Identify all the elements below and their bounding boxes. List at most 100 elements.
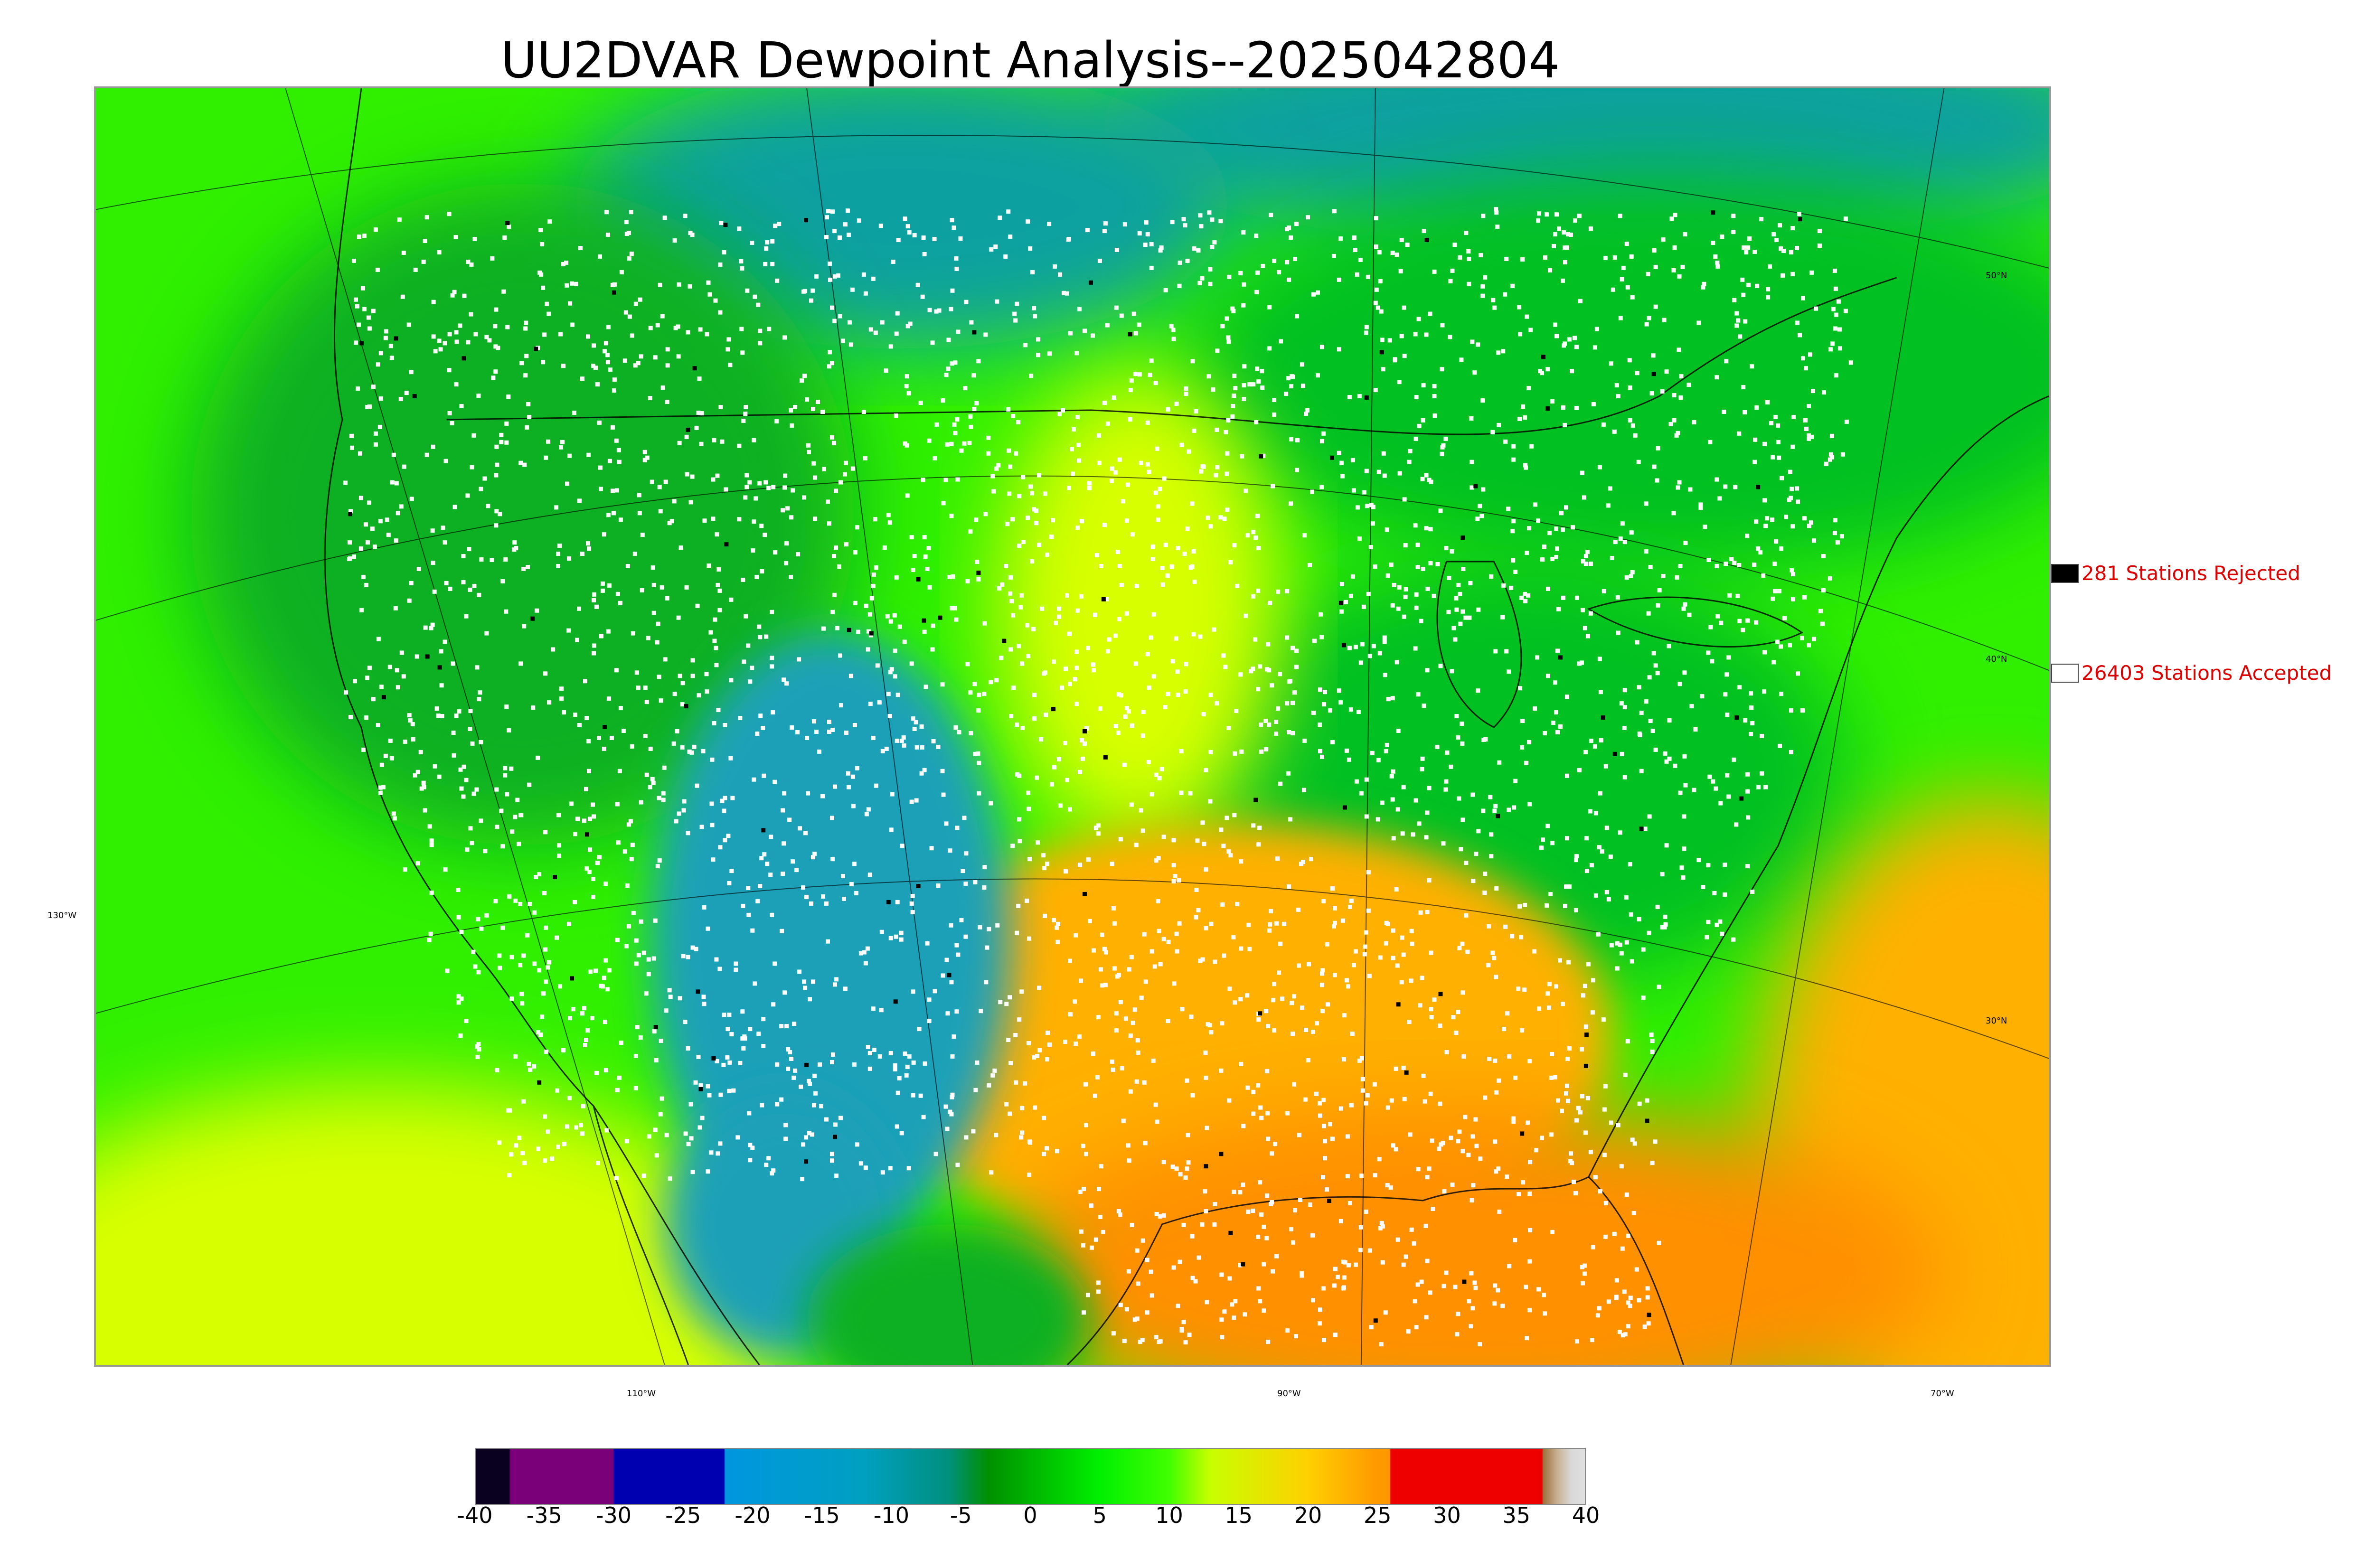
station-accepted xyxy=(832,592,837,597)
station-accepted xyxy=(461,554,466,559)
station-accepted xyxy=(718,845,723,850)
station-accepted xyxy=(1834,373,1838,378)
station-accepted xyxy=(1288,817,1293,822)
station-accepted xyxy=(1593,893,1598,898)
station-accepted xyxy=(1608,486,1612,491)
station-accepted xyxy=(558,984,563,989)
station-accepted xyxy=(1357,536,1362,541)
station-accepted xyxy=(1351,488,1356,493)
station-accepted xyxy=(499,808,504,813)
station-accepted xyxy=(1708,625,1713,629)
station-accepted xyxy=(522,1161,527,1165)
station-accepted xyxy=(611,511,616,516)
station-accepted xyxy=(1176,1304,1180,1308)
station-accepted xyxy=(837,564,841,569)
station-accepted xyxy=(500,844,505,849)
station-accepted xyxy=(949,1112,954,1117)
station-accepted xyxy=(609,735,614,740)
station-accepted xyxy=(1213,959,1217,964)
station-accepted xyxy=(1371,505,1375,509)
station-accepted xyxy=(758,341,763,346)
station-accepted xyxy=(1350,1032,1355,1036)
station-accepted xyxy=(1367,654,1372,658)
station-accepted xyxy=(1445,750,1450,755)
station-accepted xyxy=(432,589,437,594)
station-accepted xyxy=(367,500,371,505)
station-accepted xyxy=(1667,756,1672,761)
station-accepted xyxy=(424,215,429,220)
station-accepted xyxy=(1136,1050,1140,1055)
station-accepted xyxy=(1322,1156,1327,1161)
station-rejected xyxy=(1647,1313,1651,1317)
station-accepted xyxy=(744,614,748,619)
station-accepted xyxy=(1622,726,1627,730)
station-accepted xyxy=(471,949,476,954)
station-accepted xyxy=(507,225,511,229)
station-accepted xyxy=(953,725,958,730)
station-accepted xyxy=(1545,212,1549,217)
station-rejected xyxy=(584,832,589,837)
station-accepted xyxy=(418,750,423,754)
station-accepted xyxy=(1149,242,1154,247)
station-accepted xyxy=(714,646,718,650)
station-accepted xyxy=(829,1060,834,1064)
station-accepted xyxy=(1017,839,1022,844)
station-accepted xyxy=(752,519,756,524)
station-accepted xyxy=(1264,1009,1269,1014)
station-accepted xyxy=(1036,840,1040,845)
station-accepted xyxy=(1470,339,1475,344)
station-rejected xyxy=(602,725,607,729)
station-accepted xyxy=(1182,552,1187,556)
station-accepted xyxy=(1272,1028,1277,1033)
station-accepted xyxy=(947,574,952,579)
station-accepted xyxy=(1525,1336,1529,1341)
station-accepted xyxy=(360,286,365,291)
station-accepted xyxy=(680,702,685,707)
graticule-line xyxy=(1730,88,1945,1365)
station-accepted xyxy=(567,921,572,926)
station-accepted xyxy=(1342,1275,1347,1280)
station-accepted xyxy=(1720,235,1724,239)
station-accepted xyxy=(1259,1212,1264,1217)
station-accepted xyxy=(1528,1228,1533,1232)
station-accepted xyxy=(1266,1340,1271,1344)
station-accepted xyxy=(803,986,808,990)
station-accepted xyxy=(1507,1264,1512,1268)
station-accepted xyxy=(1448,279,1453,283)
station-accepted xyxy=(591,598,596,602)
station-accepted xyxy=(1101,1230,1105,1234)
station-accepted xyxy=(1358,1248,1363,1252)
station-accepted xyxy=(538,228,543,233)
station-accepted xyxy=(556,552,561,556)
station-accepted xyxy=(1269,909,1273,913)
station-accepted xyxy=(1338,1219,1343,1223)
station-accepted xyxy=(702,1002,707,1006)
field-blob xyxy=(96,1082,807,1365)
station-accepted xyxy=(640,588,644,592)
station-accepted xyxy=(1232,1315,1236,1320)
station-accepted xyxy=(923,1061,927,1066)
station-accepted xyxy=(683,1020,688,1024)
station-accepted xyxy=(518,460,523,465)
station-accepted xyxy=(1771,596,1775,601)
station-accepted xyxy=(1277,970,1281,975)
station-accepted xyxy=(607,459,612,463)
station-accepted xyxy=(580,1131,584,1136)
station-accepted xyxy=(1481,487,1486,492)
station-accepted xyxy=(1454,1031,1459,1035)
station-accepted xyxy=(625,883,630,888)
station-accepted xyxy=(791,859,795,864)
station-accepted xyxy=(464,1019,469,1023)
station-accepted xyxy=(768,873,773,877)
station-accepted xyxy=(955,826,960,830)
station-accepted xyxy=(1763,524,1768,528)
station-accepted xyxy=(761,1017,766,1022)
station-accepted xyxy=(1224,430,1228,434)
station-rejected xyxy=(1364,395,1369,400)
station-accepted xyxy=(1696,858,1701,863)
station-accepted xyxy=(421,259,426,264)
station-accepted xyxy=(1663,914,1667,919)
station-accepted xyxy=(683,214,688,218)
dewpoint-map[interactable] xyxy=(94,86,2051,1367)
field-blob xyxy=(996,372,1281,846)
